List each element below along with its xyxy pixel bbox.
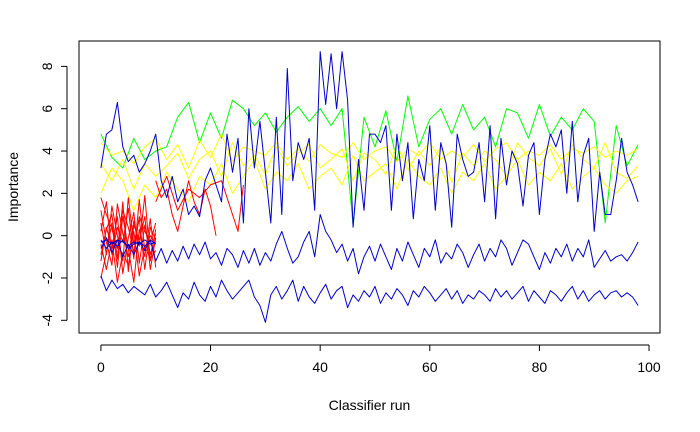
x-tick-label: 100 xyxy=(637,359,661,375)
rejected-series-line-11 xyxy=(100,201,157,273)
plot-lines xyxy=(100,51,639,323)
y-tick-label: 8 xyxy=(39,62,55,70)
y-tick-label: 4 xyxy=(39,147,55,155)
shadow-series-line-15 xyxy=(100,214,639,275)
rejected-series-line-8 xyxy=(100,195,157,266)
y-tick-label: 6 xyxy=(39,105,55,113)
x-axis: 0 20 40 60 80 100 xyxy=(97,344,661,375)
x-tick-label: 60 xyxy=(422,359,438,375)
x-tick-label: 80 xyxy=(532,359,548,375)
rejected-series-line-6 xyxy=(100,197,157,270)
shadow-series-line-16 xyxy=(100,275,639,323)
x-tick-label: 40 xyxy=(312,359,328,375)
tentative-series-line-1 xyxy=(100,142,639,190)
x-tick-label: 0 xyxy=(97,359,105,375)
shadow-series-line-14 xyxy=(100,51,639,232)
plot-frame xyxy=(78,40,661,334)
shadow-series-line-18 xyxy=(100,239,156,247)
rejected-series-line-13 xyxy=(155,175,244,232)
x-axis-title: Classifier run xyxy=(329,397,411,413)
y-axis: -4 -2 0 2 4 6 8 xyxy=(39,62,68,327)
rejected-series-line-12 xyxy=(155,180,217,236)
tentative-series-line-3 xyxy=(100,133,639,169)
shadow-series-line-17 xyxy=(100,239,157,249)
y-tick-label: -2 xyxy=(39,272,55,285)
y-tick-label: 0 xyxy=(39,232,55,240)
y-axis-title: Importance xyxy=(5,152,21,222)
y-tick-label: 2 xyxy=(39,189,55,197)
rejected-series-line-10 xyxy=(100,199,157,260)
y-tick-label: -4 xyxy=(39,314,55,327)
confirmed-series-line-0 xyxy=(100,95,639,226)
x-tick-label: 20 xyxy=(203,359,219,375)
tentative-series-line-2 xyxy=(100,154,639,211)
